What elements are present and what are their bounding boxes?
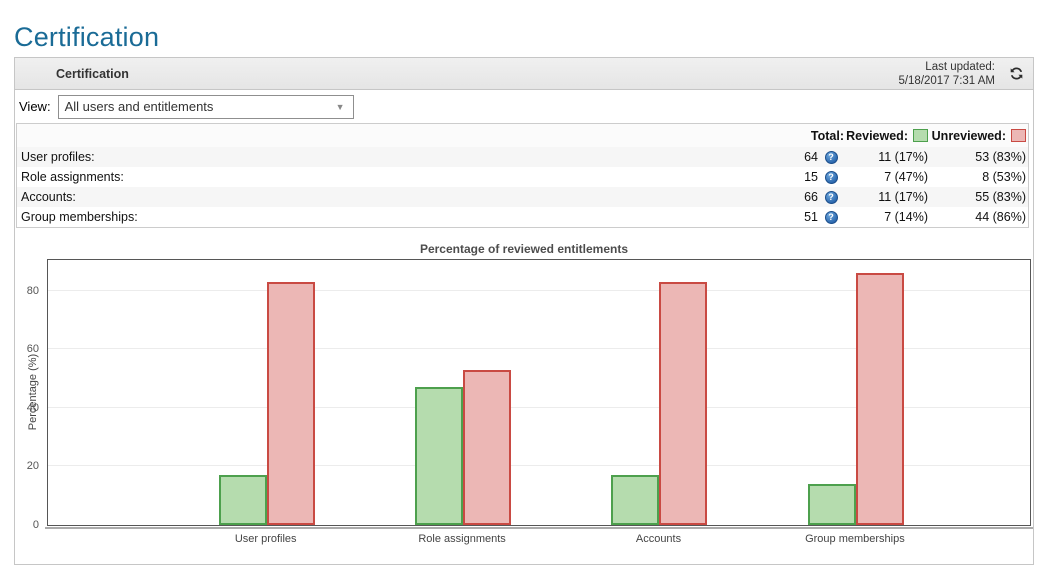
total-value: 51 bbox=[804, 210, 818, 224]
y-tick-label: 20 bbox=[26, 460, 39, 473]
table-row-group-memberships: Group memberships: 51 ? 7 (14%) 44 (86%) bbox=[17, 207, 1028, 227]
view-select-value: All users and entitlements bbox=[64, 99, 214, 114]
help-icon[interactable]: ? bbox=[824, 170, 838, 184]
x-axis-line bbox=[45, 527, 1033, 529]
page-title: Certification bbox=[14, 22, 160, 53]
row-label: User profiles: bbox=[21, 150, 95, 164]
view-label: View: bbox=[19, 99, 51, 114]
x-axis-label: Accounts bbox=[635, 533, 682, 545]
row-label: Group memberships: bbox=[21, 210, 138, 224]
chart-body: Percentage (%) 0 20 40 60 80 User profiles Ro… bbox=[15, 259, 1033, 551]
y-axis-ticks: 0 20 40 60 80 bbox=[15, 259, 42, 531]
reviewed-value: 11 (17%) bbox=[878, 190, 928, 204]
row-label: Accounts: bbox=[21, 190, 76, 204]
bar-reviewed-0 bbox=[218, 475, 267, 525]
reviewed-value: 7 (14%) bbox=[884, 210, 928, 224]
chart-title: Percentage of reviewed entitlements bbox=[419, 242, 629, 256]
table-row-user-profiles: User profiles: 64 ? 11 (17%) 53 (83%) bbox=[17, 147, 1028, 167]
column-header-reviewed: Reviewed: bbox=[844, 129, 928, 143]
column-header-total: Total: bbox=[810, 128, 844, 143]
x-axis-labels: User profiles Role assignments Accounts Gro… bbox=[47, 533, 1031, 549]
reviewed-value: 11 (17%) bbox=[878, 150, 928, 164]
x-axis-label: User profiles bbox=[234, 533, 297, 545]
help-icon[interactable]: ? bbox=[824, 190, 838, 204]
certification-panel: Certification Last updated: 5/18/2017 7:… bbox=[14, 57, 1034, 565]
bar-unreviewed-1 bbox=[463, 369, 512, 525]
panel-header-title: Certification bbox=[56, 66, 129, 81]
unreviewed-value: 44 (86%) bbox=[975, 210, 1026, 224]
bar-reviewed-1 bbox=[415, 387, 464, 525]
x-axis-label: Role assignments bbox=[418, 533, 506, 545]
bar-reviewed-2 bbox=[611, 475, 660, 525]
last-updated-value: 5/18/2017 7:31 AM bbox=[898, 74, 995, 87]
total-value: 66 bbox=[804, 190, 818, 204]
last-updated-label: Last updated: bbox=[925, 60, 995, 73]
help-icon[interactable]: ? bbox=[824, 210, 838, 224]
gridline bbox=[48, 406, 1030, 408]
total-value: 64 bbox=[804, 150, 818, 164]
unreviewed-value: 53 (83%) bbox=[975, 150, 1026, 164]
gridline bbox=[48, 465, 1030, 467]
reviewed-value: 7 (47%) bbox=[884, 170, 928, 184]
total-value: 15 bbox=[804, 170, 818, 184]
view-select[interactable]: All users and entitlements ▼ bbox=[57, 94, 354, 119]
y-tick-label: 0 bbox=[32, 519, 39, 531]
table-row-accounts: Accounts: 66 ? 11 (17%) 55 (83%) bbox=[17, 187, 1028, 207]
help-icon[interactable]: ? bbox=[824, 150, 838, 164]
last-updated: Last updated: 5/18/2017 7:31 AM bbox=[898, 60, 995, 88]
y-tick-label: 80 bbox=[26, 284, 39, 297]
unreviewed-value: 55 (83%) bbox=[975, 190, 1026, 204]
bar-unreviewed-2 bbox=[659, 281, 708, 525]
stats-header-row: Total: Reviewed: Unreviewed: bbox=[17, 124, 1028, 147]
chevron-down-icon: ▼ bbox=[335, 101, 345, 112]
refresh-icon[interactable] bbox=[1008, 66, 1024, 82]
column-header-unreviewed: Unreviewed: bbox=[928, 129, 1028, 143]
gridline bbox=[48, 348, 1030, 350]
bar-unreviewed-3 bbox=[855, 273, 904, 525]
view-row: View: All users and entitlements ▼ bbox=[15, 90, 1033, 123]
plot-area bbox=[47, 259, 1031, 526]
table-row-role-assignments: Role assignments: 15 ? 7 (47%) 8 (53%) bbox=[17, 167, 1028, 187]
bar-reviewed-3 bbox=[807, 484, 856, 525]
y-tick-label: 60 bbox=[26, 343, 39, 356]
unreviewed-legend-swatch bbox=[1011, 129, 1026, 142]
stats-table: Total: Reviewed: Unreviewed: User profil… bbox=[16, 123, 1029, 228]
reviewed-legend-swatch bbox=[913, 129, 928, 142]
x-axis-label: Group memberships bbox=[805, 533, 905, 545]
panel-header: Certification Last updated: 5/18/2017 7:… bbox=[15, 58, 1033, 90]
bar-unreviewed-0 bbox=[266, 281, 315, 525]
gridline bbox=[48, 289, 1030, 291]
y-tick-label: 40 bbox=[26, 401, 39, 414]
unreviewed-value: 8 (53%) bbox=[982, 170, 1026, 184]
reviewed-entitlements-chart: Percentage of reviewed entitlements Perc… bbox=[15, 242, 1033, 551]
row-label: Role assignments: bbox=[21, 170, 124, 184]
